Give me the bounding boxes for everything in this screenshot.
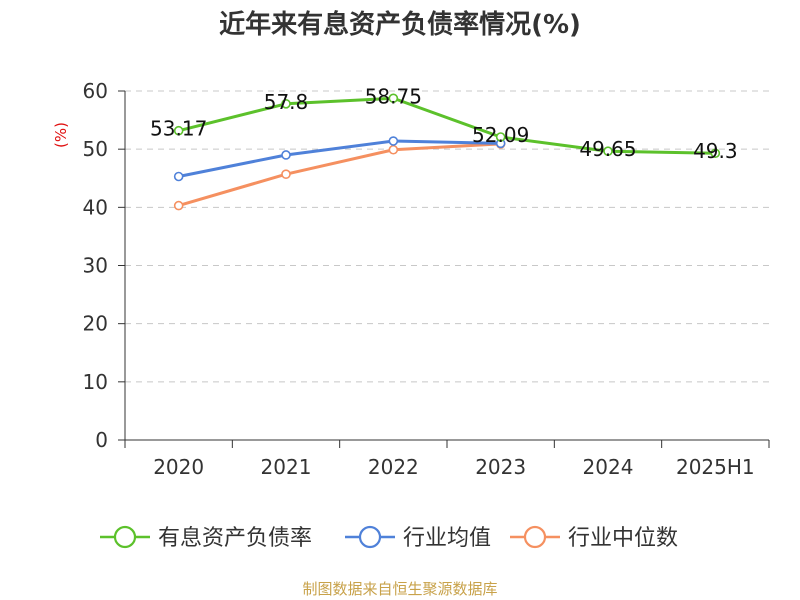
legend-marker	[523, 525, 547, 549]
data-label: 49.3	[693, 139, 738, 163]
legend-label: 行业均值	[403, 526, 491, 551]
y-tick-label: 0	[95, 428, 108, 452]
y-tick-label: 50	[83, 137, 108, 161]
data-point	[495, 132, 506, 142]
data-label: 58.75	[365, 84, 422, 108]
data-label: 52.09	[472, 123, 529, 147]
data-point	[173, 171, 184, 182]
x-tick-label: 2025H1	[676, 455, 755, 479]
series-line	[178, 139, 501, 178]
y-tick-label: 20	[83, 312, 108, 336]
source-note: 制图数据来自恒生聚源数据库	[302, 580, 498, 598]
legend: 有息资产负债率 行业均值 行业中位数	[100, 525, 678, 551]
data-label: 49.65	[579, 137, 636, 161]
data-point	[710, 148, 721, 159]
series-line	[178, 96, 716, 155]
chart-title: 近年来有息资产负债率情况(%)	[219, 10, 581, 40]
data-point	[388, 136, 399, 146]
data-point	[281, 98, 291, 109]
x-tick-label: 2022	[368, 455, 419, 479]
y-tick-label: 60	[83, 79, 108, 103]
series-line	[178, 142, 501, 208]
legend-label: 行业中位数	[568, 526, 678, 551]
data-point	[281, 150, 291, 160]
y-tick-label: 10	[83, 370, 108, 394]
y-tick-label: 40	[83, 195, 108, 219]
data-point	[388, 93, 399, 104]
x-tick-label: 2021	[261, 455, 312, 479]
data-point	[173, 125, 184, 136]
data-label: 53.17	[150, 117, 207, 141]
axes: 0 10 20 30 40 50 60 2020 2021 2022 2023 2024 2025H1	[83, 79, 770, 479]
legend-label: 有息资产负债率	[158, 526, 312, 551]
gridlines	[125, 90, 769, 383]
x-tick-label: 2020	[153, 455, 204, 479]
data-label: 57.8	[264, 90, 309, 114]
data-point	[603, 146, 613, 157]
data-point	[173, 200, 184, 211]
x-tick-label: 2023	[475, 455, 526, 479]
legend-marker	[358, 525, 382, 549]
y-tick-label: 30	[83, 254, 108, 278]
x-tick-label: 2024	[583, 455, 634, 479]
legend-marker	[113, 525, 137, 549]
series-lines	[173, 93, 721, 211]
data-point	[281, 169, 291, 179]
data-point	[388, 144, 399, 155]
data-labels: 53.17 57.8 58.75 52.09 49.65 49.3	[150, 84, 738, 163]
